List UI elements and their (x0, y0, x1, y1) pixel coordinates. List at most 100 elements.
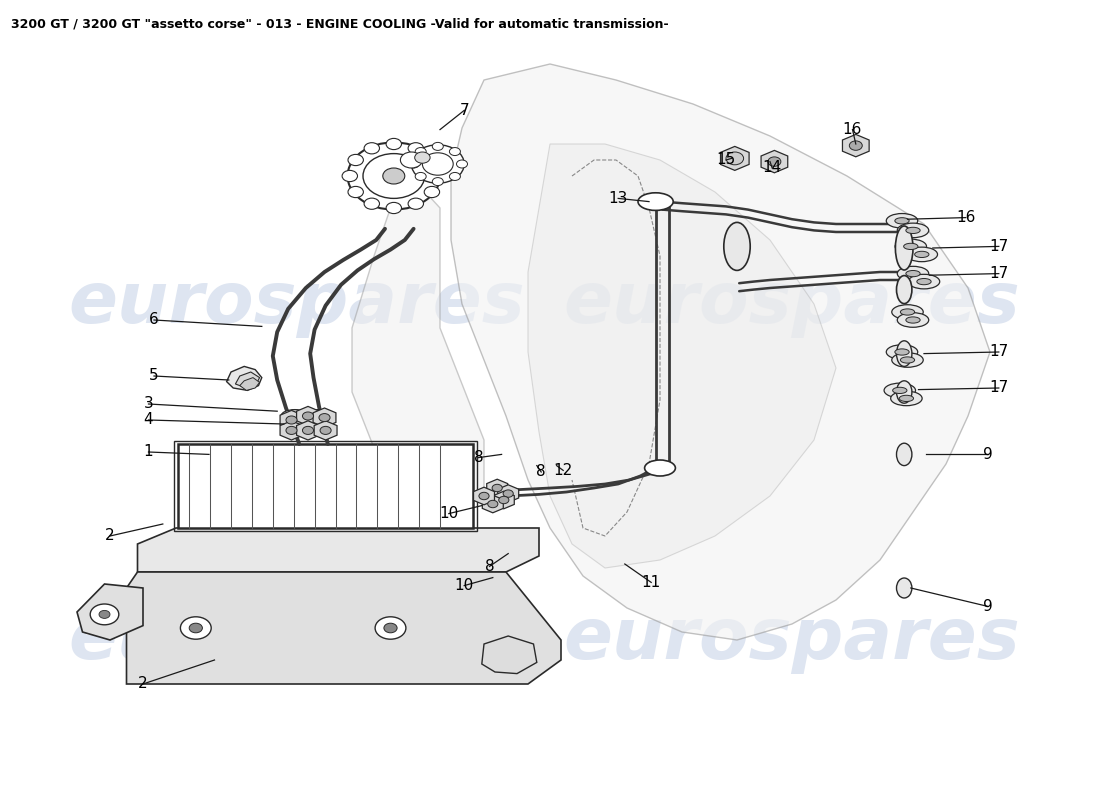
Polygon shape (761, 150, 788, 173)
Text: 7: 7 (460, 103, 469, 118)
Circle shape (849, 141, 862, 150)
Text: 2: 2 (106, 529, 114, 543)
Text: 2: 2 (139, 677, 147, 691)
Polygon shape (720, 146, 749, 170)
Polygon shape (297, 406, 319, 426)
Ellipse shape (896, 341, 912, 366)
Text: 8: 8 (537, 465, 546, 479)
Polygon shape (138, 528, 539, 572)
Circle shape (383, 168, 405, 184)
Circle shape (728, 154, 741, 163)
Circle shape (408, 142, 424, 154)
Text: 4: 4 (144, 413, 153, 427)
Circle shape (386, 202, 402, 214)
Circle shape (348, 154, 363, 166)
Text: 3: 3 (144, 397, 153, 411)
Ellipse shape (900, 309, 915, 315)
Ellipse shape (884, 383, 915, 398)
Ellipse shape (898, 223, 928, 238)
Ellipse shape (896, 443, 912, 466)
Circle shape (302, 426, 313, 434)
Text: 17: 17 (989, 266, 1009, 281)
Ellipse shape (905, 227, 920, 234)
Circle shape (430, 170, 446, 182)
Circle shape (425, 186, 440, 198)
Circle shape (432, 178, 443, 186)
Circle shape (364, 198, 380, 210)
Text: 8: 8 (485, 559, 494, 574)
Text: 13: 13 (608, 191, 628, 206)
Ellipse shape (887, 345, 917, 359)
Bar (174, 441, 477, 531)
Polygon shape (240, 378, 260, 390)
Ellipse shape (891, 391, 922, 406)
Text: 15: 15 (716, 153, 736, 167)
Text: 10: 10 (454, 578, 474, 593)
Ellipse shape (896, 275, 912, 303)
Polygon shape (235, 372, 260, 387)
Circle shape (375, 617, 406, 639)
Circle shape (450, 173, 461, 181)
Polygon shape (280, 421, 302, 440)
Ellipse shape (894, 218, 909, 224)
Ellipse shape (638, 193, 673, 210)
Polygon shape (314, 408, 336, 427)
Ellipse shape (900, 357, 915, 363)
Circle shape (286, 426, 297, 434)
Circle shape (432, 142, 443, 150)
Polygon shape (352, 184, 484, 504)
Text: 17: 17 (989, 345, 1009, 359)
Ellipse shape (645, 460, 675, 476)
Circle shape (768, 157, 781, 166)
Ellipse shape (895, 226, 913, 270)
Bar (178, 444, 473, 528)
Text: 16: 16 (956, 210, 976, 225)
Ellipse shape (900, 395, 913, 402)
Text: 14: 14 (762, 161, 782, 175)
Circle shape (99, 610, 110, 618)
Ellipse shape (905, 270, 920, 277)
Circle shape (415, 173, 426, 181)
Circle shape (384, 623, 397, 633)
Text: eurospares: eurospares (563, 606, 1021, 674)
Polygon shape (482, 636, 537, 674)
Circle shape (342, 170, 358, 182)
Ellipse shape (893, 387, 906, 394)
Polygon shape (280, 410, 302, 430)
Circle shape (386, 138, 402, 150)
Circle shape (319, 414, 330, 422)
Text: eurospares: eurospares (68, 606, 526, 674)
Text: 10: 10 (439, 506, 459, 521)
Text: eurospares: eurospares (563, 270, 1021, 338)
Text: 3200 GT / 3200 GT "assetto corse" - 013 - ENGINE COOLING -Valid for automatic tr: 3200 GT / 3200 GT "assetto corse" - 013 … (11, 18, 669, 30)
Polygon shape (482, 495, 504, 513)
Text: 11: 11 (641, 575, 661, 590)
Circle shape (456, 160, 468, 168)
Circle shape (348, 186, 363, 198)
Ellipse shape (898, 313, 928, 327)
Ellipse shape (904, 243, 917, 250)
Ellipse shape (916, 278, 931, 285)
Text: 16: 16 (843, 122, 862, 137)
Ellipse shape (898, 266, 928, 281)
Circle shape (302, 412, 313, 420)
Circle shape (363, 154, 425, 198)
Circle shape (348, 142, 440, 210)
Polygon shape (843, 134, 869, 157)
Text: 1: 1 (144, 445, 153, 459)
Circle shape (450, 147, 461, 155)
Polygon shape (497, 485, 519, 502)
Text: 12: 12 (553, 463, 573, 478)
Ellipse shape (892, 305, 923, 319)
Circle shape (503, 490, 514, 498)
Circle shape (498, 496, 509, 504)
Polygon shape (315, 421, 337, 440)
Circle shape (364, 142, 380, 154)
Polygon shape (473, 487, 495, 505)
Circle shape (320, 426, 331, 434)
Circle shape (400, 152, 422, 168)
Polygon shape (126, 572, 561, 684)
Polygon shape (297, 421, 319, 440)
Polygon shape (528, 144, 836, 568)
Ellipse shape (306, 419, 332, 432)
